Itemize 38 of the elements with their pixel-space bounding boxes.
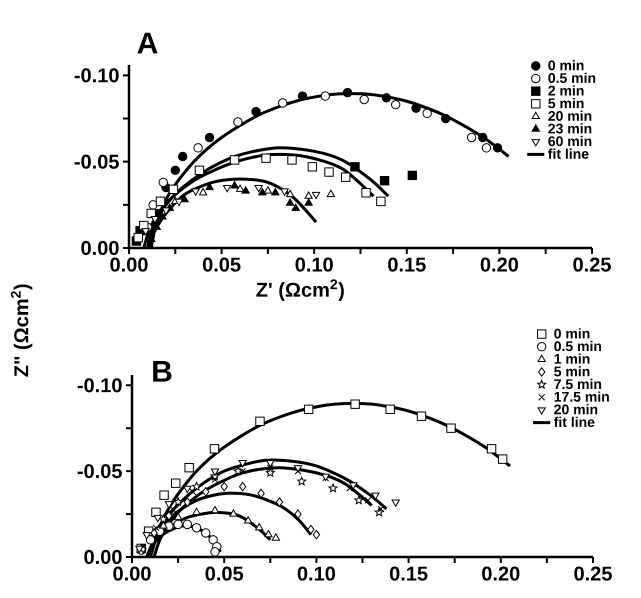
x-tick-label: 0.15	[390, 566, 428, 581]
y-tick-label: -0.05	[74, 154, 119, 169]
legend-label: fit line	[554, 416, 594, 428]
x-tick-label: 0.05	[206, 566, 244, 581]
legend-label: 60 min	[548, 136, 592, 146]
x-axis-title: Z' (Ωcm$^{2}$)	[256, 279, 344, 301]
x-tick-label: 0.10	[296, 258, 333, 272]
y-tick-label: -0.10	[74, 68, 119, 82]
x-tick-label: 0.20	[482, 566, 520, 581]
legend-label: 0 min	[548, 60, 584, 70]
legend-label: 5 min	[548, 98, 584, 108]
legend-label: fit line	[548, 148, 589, 159]
legend-label: 20 min	[554, 404, 598, 414]
legend-label: 5 min	[554, 366, 590, 376]
y-tick-label: 0.00	[81, 240, 119, 256]
x-tick-label: 0.20	[480, 258, 518, 272]
text: A	[137, 32, 158, 54]
x-tick-label: 0.25	[574, 566, 612, 581]
x-tick-label: 0.10	[298, 566, 336, 581]
legend-label: 2 min	[548, 85, 584, 96]
x-tick-label: 0.15	[388, 258, 426, 272]
legend-label: 0 min	[554, 328, 590, 339]
legend-label: 0.5 min	[554, 340, 602, 352]
legend-label: 17.5 min	[554, 391, 609, 402]
y-tick-label: -0.10	[78, 378, 122, 392]
legend-label: 1 min	[554, 354, 590, 364]
annotation: B	[153, 361, 172, 382]
legend-label: 7.5 min	[554, 378, 602, 390]
x-tick-label: 0.00	[113, 566, 151, 581]
x-tick-label: 0.05	[202, 258, 241, 272]
x-tick-label: 0.00	[110, 258, 148, 272]
legend-label: 23 min	[548, 123, 592, 134]
y-axis-title: Z" (Ωcm$^{2}$)	[10, 284, 32, 377]
y-tick-label: -0.05	[78, 464, 122, 478]
legend-label: 20 min	[548, 110, 592, 121]
y-tick-label: 0.00	[84, 550, 122, 564]
x-tick-label: 0.25	[573, 258, 611, 272]
legend-label: 0.5 min	[548, 72, 596, 83]
